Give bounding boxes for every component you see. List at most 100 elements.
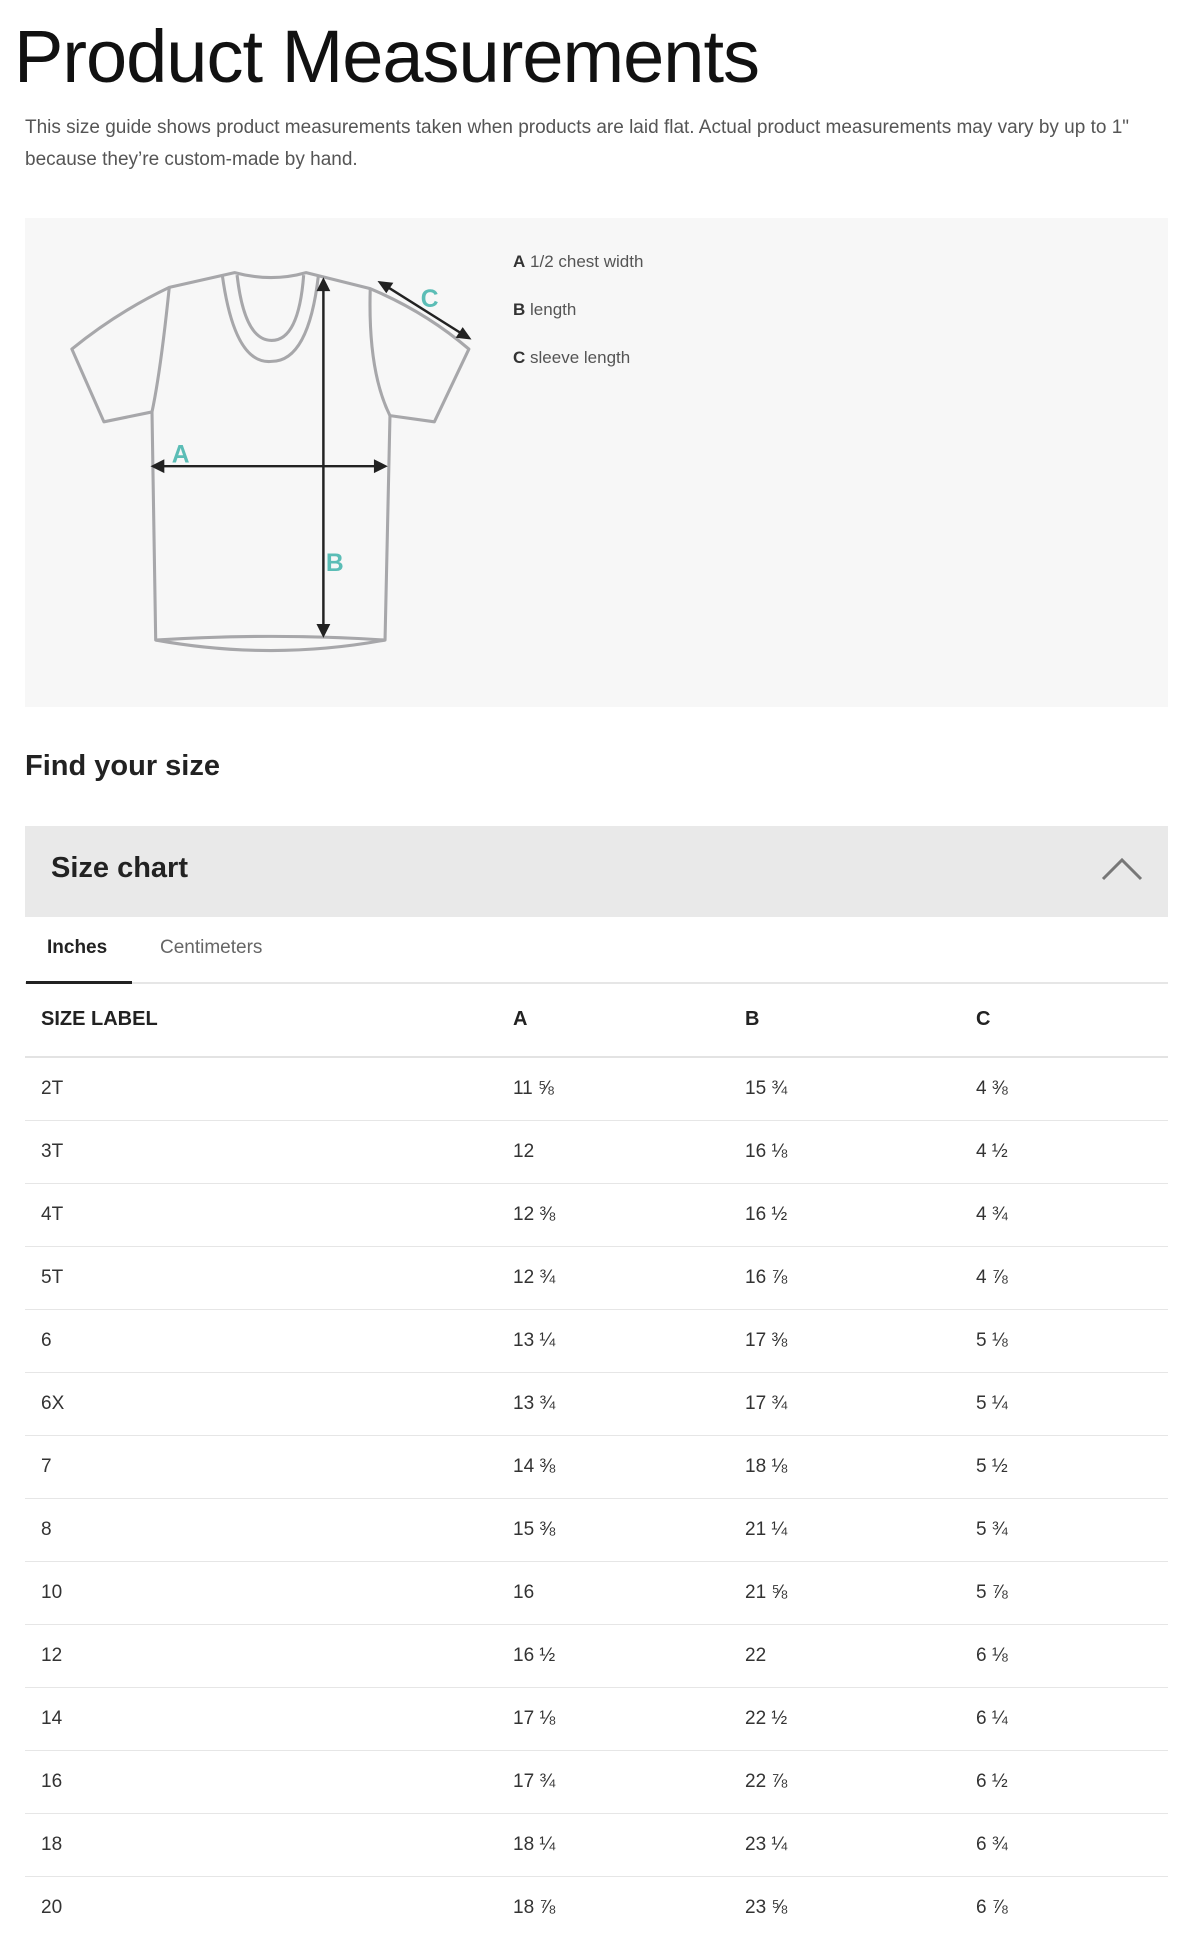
description: This size guide shows product measuremen… (25, 117, 1130, 170)
header-a: A (513, 983, 745, 1058)
cell-size-label: 12 (25, 1624, 513, 1688)
cell-a: 13 ¼ (513, 1309, 745, 1373)
cell-b: 21 ⅝ (745, 1561, 976, 1625)
cell-a: 12 ¾ (513, 1246, 745, 1310)
cell-c: 6 ¾ (976, 1813, 1168, 1877)
cell-c: 5 ¼ (976, 1372, 1168, 1436)
cell-b: 23 ⅝ (745, 1876, 976, 1939)
active-tab-indicator (26, 981, 132, 984)
tshirt-illustration: A B C (70, 271, 472, 653)
legend-text: sleeve length (530, 348, 631, 367)
table-row: 12 16 ½ 22 6 ⅛ (25, 1624, 1168, 1688)
size-chart-title: Size chart (51, 852, 188, 884)
cell-c: 4 ⅞ (976, 1246, 1168, 1310)
cell-size-label: 6 (25, 1309, 513, 1373)
cell-a: 17 ⅛ (513, 1687, 745, 1751)
cell-a: 13 ¾ (513, 1372, 745, 1436)
cell-b: 22 (745, 1624, 976, 1688)
cell-c: 4 ⅜ (976, 1057, 1168, 1121)
find-your-size-heading: Find your size (25, 750, 220, 782)
cell-a: 12 (513, 1120, 745, 1184)
legend-text: length (530, 300, 577, 319)
cell-b: 22 ½ (745, 1687, 976, 1751)
cell-size-label: 5T (25, 1246, 513, 1310)
chevron-up-icon (1101, 857, 1143, 881)
cell-a: 18 ¼ (513, 1813, 745, 1877)
legend-item-c: C sleeve length (513, 348, 630, 368)
header-c: C (976, 983, 1168, 1058)
cell-a: 16 ½ (513, 1624, 745, 1688)
cell-size-label: 20 (25, 1876, 513, 1939)
page-title: Product Measurements (14, 15, 760, 98)
size-chart-accordion-toggle[interactable]: Size chart (25, 826, 1168, 917)
cell-b: 22 ⅞ (745, 1750, 976, 1814)
cell-size-label: 10 (25, 1561, 513, 1625)
cell-a: 17 ¾ (513, 1750, 745, 1814)
label-c: C (421, 286, 439, 313)
header-size-label: SIZE LABEL (25, 983, 513, 1058)
cell-c: 4 ½ (976, 1120, 1168, 1184)
cell-b: 17 ¾ (745, 1372, 976, 1436)
cell-size-label: 18 (25, 1813, 513, 1877)
cell-a: 14 ⅜ (513, 1435, 745, 1499)
cell-b: 16 ½ (745, 1183, 976, 1247)
cell-a: 15 ⅜ (513, 1498, 745, 1562)
cell-c: 5 ½ (976, 1435, 1168, 1499)
cell-size-label: 7 (25, 1435, 513, 1499)
cell-a: 11 ⅝ (513, 1057, 745, 1121)
cell-c: 4 ¾ (976, 1183, 1168, 1247)
measurement-diagram: A B C A 1/2 chest width B length C sleev… (25, 218, 1168, 707)
cell-size-label: 3T (25, 1120, 513, 1184)
legend-text: 1/2 chest width (530, 252, 644, 271)
table-header-row: SIZE LABEL A B C (25, 983, 1168, 1058)
legend-key: C (513, 348, 526, 367)
header-b: B (745, 983, 976, 1058)
cell-b: 16 ⅛ (745, 1120, 976, 1184)
cell-a: 18 ⅞ (513, 1876, 745, 1939)
legend-item-b: B length (513, 300, 576, 320)
cell-c: 6 ¼ (976, 1687, 1168, 1751)
cell-c: 6 ½ (976, 1750, 1168, 1814)
cell-b: 15 ¾ (745, 1057, 976, 1121)
tab-centimeters[interactable]: Centimeters (160, 937, 263, 958)
label-a: A (172, 442, 190, 469)
cell-size-label: 6X (25, 1372, 513, 1436)
cell-size-label: 2T (25, 1057, 513, 1121)
cell-b: 23 ¼ (745, 1813, 976, 1877)
cell-size-label: 8 (25, 1498, 513, 1562)
cell-c: 5 ⅛ (976, 1309, 1168, 1373)
cell-size-label: 16 (25, 1750, 513, 1814)
cell-a: 16 (513, 1561, 745, 1625)
cell-a: 12 ⅜ (513, 1183, 745, 1247)
legend-item-a: A 1/2 chest width (513, 252, 643, 272)
cell-b: 16 ⅞ (745, 1246, 976, 1310)
cell-c: 6 ⅞ (976, 1876, 1168, 1939)
cell-size-label: 4T (25, 1183, 513, 1247)
legend-key: A (513, 252, 526, 271)
cell-c: 6 ⅛ (976, 1624, 1168, 1688)
cell-size-label: 14 (25, 1687, 513, 1751)
cell-c: 5 ⅞ (976, 1561, 1168, 1625)
unit-tabs: Inches Centimeters (25, 917, 1168, 984)
cell-b: 17 ⅜ (745, 1309, 976, 1373)
cell-c: 5 ¾ (976, 1498, 1168, 1562)
legend-key: B (513, 300, 526, 319)
cell-b: 18 ⅛ (745, 1435, 976, 1499)
label-b: B (326, 550, 344, 577)
tab-inches[interactable]: Inches (47, 937, 108, 958)
cell-b: 21 ¼ (745, 1498, 976, 1562)
